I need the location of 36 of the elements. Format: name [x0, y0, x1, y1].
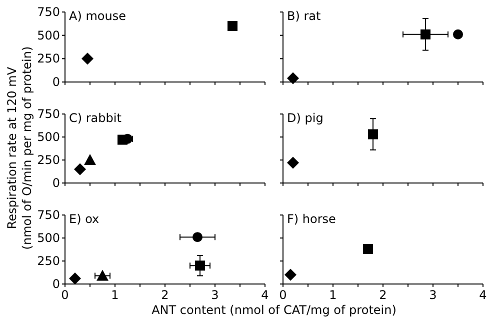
x-tick-label: 3 [211, 288, 219, 302]
y-tick-label: 250 [37, 153, 60, 167]
chart-title: E) ox [69, 212, 100, 226]
chart-title: B) rat [287, 9, 322, 23]
x-tick-label: 4 [479, 288, 487, 302]
y-tick-label: 750 [37, 5, 60, 19]
y-tick-label: 0 [52, 75, 60, 89]
point [69, 272, 81, 284]
y-tick-label: 750 [37, 208, 60, 222]
x-tick-label: 2 [379, 288, 387, 302]
x-tick-label: 1 [329, 288, 337, 302]
y-tick-label: 250 [37, 254, 60, 268]
x-tick-label: 4 [261, 288, 269, 302]
y-tick-label: 500 [37, 231, 60, 245]
y-tick-label: 250 [37, 52, 60, 66]
y-tick-label: 500 [37, 28, 60, 42]
chart-title: F) horse [287, 212, 336, 226]
y-tick-label: 500 [37, 130, 60, 144]
point [195, 260, 205, 271]
point [192, 232, 202, 242]
point [74, 163, 86, 176]
y-tick-label: 0 [52, 277, 60, 291]
point [84, 154, 96, 165]
x-tick-label: 2 [161, 288, 169, 302]
chart-title: C) rabbit [69, 111, 122, 125]
x-tick-label: 0 [279, 288, 287, 302]
x-axis-title: ANT content (nmol of CAT/mg of protein) [152, 303, 396, 317]
y-axis-title: Respiration rate at 120 mV (nmol of O/min per mg of protein) [5, 46, 34, 250]
x-tick-label: 3 [429, 288, 437, 302]
x-tick-label: 0 [61, 288, 69, 302]
y-tick-label: 750 [37, 107, 60, 121]
y-tick-label: 0 [52, 176, 60, 190]
chart-title: A) mouse [69, 9, 126, 23]
x-tick-label: 1 [111, 288, 119, 302]
point [96, 270, 108, 281]
chart-title: D) pig [287, 111, 324, 125]
